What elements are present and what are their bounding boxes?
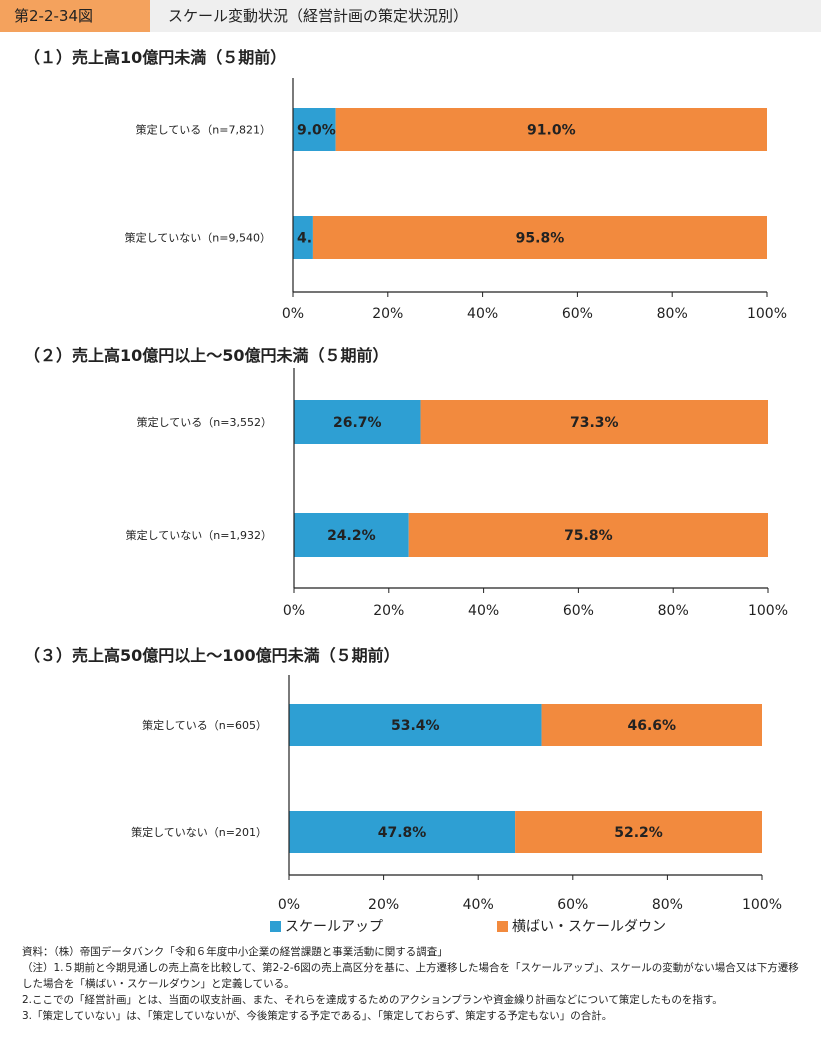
x-tick-label: 100% (742, 897, 782, 913)
legend-scale-up: スケールアップ (270, 916, 383, 936)
data-label-flat-down-1: 73.3% (570, 415, 619, 431)
note-2: 2.ここでの「経営計画」とは、当面の収支計画、また、それらを達成するためのアクシ… (22, 994, 723, 1006)
category-label-1: 策定している（n=3,552） (137, 415, 272, 429)
panel-2-chart: 26.7% 73.3% 策定している（n=3,552） 24.2% 75.8% 策定してい… (126, 368, 788, 619)
note-3: 3.「策定していない」は、「策定していないが、今後策定する予定である」、「策定し… (22, 1010, 613, 1022)
x-tick-label: 20% (373, 603, 404, 619)
bar-segment-flat-down-1 (541, 704, 762, 746)
data-label-flat-down-2: 95.8% (516, 231, 565, 247)
x-tick-label: 60% (563, 603, 594, 619)
data-label-scale-up-2: 24.2% (327, 528, 376, 544)
panel-3-title: （３）売上高50億円以上～100億円未満（５期前） (24, 646, 400, 665)
figure-label: 第2-2-34図 (0, 0, 150, 32)
x-tick-label: 0% (283, 603, 305, 619)
panel-3-chart: 53.4% 46.6% 策定している（n=605） 47.8% 52.2% 策定していない… (131, 675, 782, 913)
data-label-flat-down-2: 75.8% (564, 528, 613, 544)
legend-label-scale-up: スケールアップ (285, 919, 383, 935)
data-label-flat-down-2: 52.2% (614, 825, 663, 841)
category-label-2: 策定していない（n=9,540） (125, 231, 271, 245)
source-note: 資料：（株）帝国データバンク「令和６年度中小企業の経営課題と事業活動に関する調査… (22, 946, 448, 958)
bar-segment-flat-down-1 (420, 400, 768, 444)
category-label-2: 策定していない（n=201） (131, 825, 267, 839)
bar-segment-scale-up-2 (293, 216, 313, 259)
category-label-1: 策定している（n=7,821） (136, 123, 271, 137)
category-label-1: 策定している（n=605） (142, 718, 267, 732)
bar-segment-flat-down-2 (312, 216, 767, 259)
bar-segment-scale-up-2 (289, 811, 516, 853)
note-1: （注）1.５期前と今期見通しの売上高を比較して、第2-2-6図の売上高区分を基に… (22, 962, 799, 990)
figure-title: スケール変動状況（経営計画の策定状況別） (168, 7, 469, 25)
x-tick-label: 100% (747, 306, 787, 322)
x-tick-label: 20% (372, 306, 403, 322)
legend-swatch-flat-down (497, 920, 508, 932)
footnotes: 資料：（株）帝国データバンク「令和６年度中小企業の経営課題と事業活動に関する調査… (22, 944, 802, 1024)
x-tick-label: 80% (658, 603, 689, 619)
data-label-flat-down-1: 91.0% (527, 123, 576, 139)
x-tick-label: 0% (282, 306, 304, 322)
panel-1-chart: 9.0%91.0%策定している（n=7,821）4.2%95.8%策定していない… (125, 78, 787, 322)
panel-1-title: （１）売上高10億円未満（５期前） (24, 48, 287, 67)
x-tick-label: 80% (652, 897, 683, 913)
bar-segment-flat-down-2 (408, 513, 768, 557)
legend-swatch-scale-up (270, 920, 281, 932)
x-tick-label: 80% (657, 306, 688, 322)
x-tick-label: 40% (468, 603, 499, 619)
data-label-scale-up-2: 47.8% (378, 825, 427, 841)
bar-segment-flat-down-1 (335, 108, 767, 151)
legend-flat-down: 横ばい・スケールダウン (497, 916, 666, 936)
x-tick-label: 40% (463, 897, 494, 913)
x-tick-label: 60% (557, 897, 588, 913)
x-tick-label: 20% (368, 897, 399, 913)
panel-2-title: （２）売上高10億円以上～50億円未満（５期前） (24, 346, 389, 365)
x-tick-label: 0% (278, 897, 300, 913)
data-label-scale-up-1: 9.0% (297, 123, 336, 139)
bar-segment-scale-up-2 (294, 513, 409, 557)
bar-segment-scale-up-1 (294, 400, 421, 444)
category-label-2: 策定していない（n=1,932） (126, 528, 272, 542)
x-tick-label: 60% (562, 306, 593, 322)
x-tick-label: 100% (748, 603, 788, 619)
data-label-scale-up-1: 53.4% (391, 718, 440, 734)
bar-segment-scale-up-1 (289, 704, 542, 746)
bar-segment-flat-down-2 (515, 811, 762, 853)
data-label-flat-down-1: 46.6% (628, 718, 677, 734)
x-tick-label: 40% (467, 306, 498, 322)
bar-segment-scale-up-1 (293, 108, 336, 151)
legend-label-flat-down: 横ばい・スケールダウン (512, 919, 666, 935)
figure-header: 第2-2-34図 スケール変動状況（経営計画の策定状況別） (0, 0, 821, 32)
data-label-scale-up-1: 26.7% (333, 415, 382, 431)
